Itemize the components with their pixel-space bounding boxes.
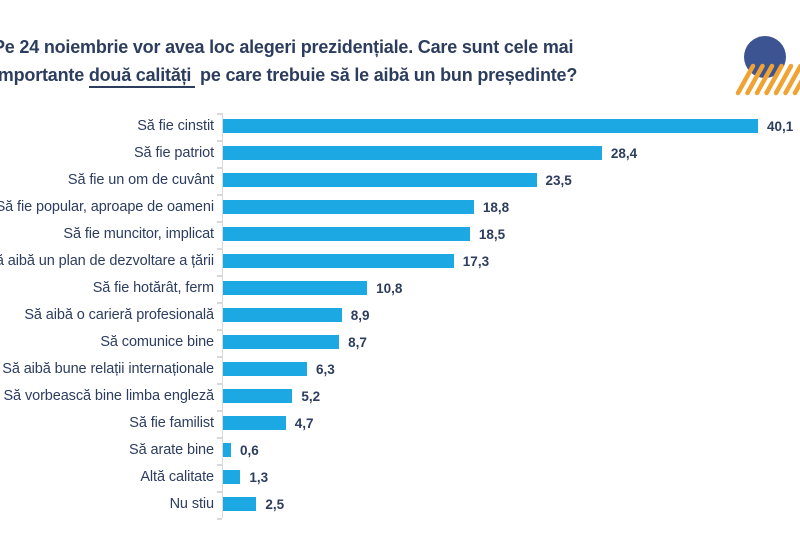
bar (223, 362, 308, 376)
bar (223, 281, 368, 295)
value-label: 18,8 (482, 200, 510, 215)
bar (223, 443, 231, 457)
chart-row: Să fie muncitor, implicat 18,5 (0, 221, 800, 248)
value-label: 4,7 (294, 416, 314, 431)
category-label: Să vorbească bine limba engleză (3, 388, 214, 404)
axis-tick (217, 113, 222, 115)
axis-tick (217, 140, 222, 142)
axis-tick (217, 491, 222, 493)
axis-tick (217, 302, 222, 304)
value-label: 1,3 (249, 470, 269, 485)
axis-tick (217, 464, 222, 466)
bar (223, 416, 286, 430)
chart-row: Să aibă un plan de dezvoltare a țării 17,… (0, 248, 800, 275)
axis-tick (217, 410, 222, 412)
axis-tick (217, 329, 222, 331)
category-label: Să fie patriot (133, 145, 214, 161)
category-label: Să aibă o carieră profesională (24, 307, 214, 323)
category-label: Să arate bine (129, 442, 214, 458)
bar (223, 254, 454, 268)
logo-circle-stripes-icon (735, 36, 800, 96)
chart-row: Să vorbească bine limba engleză 5,2 (0, 383, 800, 410)
value-label: 8,7 (348, 335, 367, 350)
category-label: Să fie muncitor, implicat (63, 226, 214, 242)
category-label: Să fie hotărât, ferm (92, 280, 214, 296)
title-line-2-post: pe care trebuie să le aibă un bun președ… (195, 65, 578, 85)
category-label: Să fie popular, aproape de oameni (0, 199, 214, 215)
chart-row: Nu stiu 2,5 (0, 491, 800, 518)
chart-row: Să fie patriot 28,4 (0, 140, 800, 167)
category-label: Nu stiu (169, 496, 215, 512)
category-label: Să aibă bune relații internaționale (2, 361, 214, 377)
value-label: 5,2 (301, 389, 321, 404)
bar (223, 308, 342, 322)
bar (223, 497, 257, 511)
chart-row: Să fie hotărât, ferm 10,8 (0, 275, 800, 302)
chart-row: Să fie cinstit 40,1 (0, 113, 800, 140)
value-label: 8,9 (350, 308, 370, 323)
chart-row: Să fie familist 4,7 (0, 410, 800, 437)
chart-row: Să arate bine 0,6 (0, 437, 800, 464)
category-label: Să comunice bine (100, 334, 214, 350)
chart-row: Să comunice bine 8,7 (0, 329, 800, 356)
bar (223, 335, 340, 349)
value-label: 6,3 (316, 362, 335, 377)
category-label: Să fie cinstit (137, 118, 214, 134)
category-label: Altă calitate (140, 469, 214, 485)
axis-tick (217, 356, 222, 358)
logo (733, 26, 800, 100)
category-axis-line (222, 113, 223, 518)
axis-tick (217, 275, 222, 277)
bar (223, 173, 537, 187)
category-label: Să fie un om de cuvânt (67, 172, 214, 188)
bar (223, 470, 241, 484)
category-label: Să fie familist (129, 415, 214, 431)
bar (223, 119, 758, 133)
value-label: 40,1 (767, 119, 794, 134)
bar-chart: Să fie cinstit 40,1 Să fie patriot 28,4 Să f… (0, 113, 800, 520)
bar (223, 200, 474, 214)
chart-title: Pe 24 noiembrie vor avea loc alegeri pre… (0, 33, 673, 89)
axis-tick (217, 167, 222, 169)
title-line-1: Pe 24 noiembrie vor avea loc alegeri pre… (0, 37, 574, 57)
value-label: 23,5 (545, 173, 572, 188)
bar (223, 227, 470, 241)
title-line-2-pre: importante (0, 65, 89, 85)
bar (223, 146, 602, 160)
value-label: 0,6 (240, 443, 259, 458)
chart-row: Să fie popular, aproape de oameni 18,8 (0, 194, 800, 221)
chart-row: Să fie un om de cuvânt 23,5 (0, 167, 800, 194)
title-line-2: importante două calități pe care trebuie… (0, 61, 673, 89)
axis-tick (217, 221, 222, 223)
axis-tick (217, 248, 222, 250)
category-label: Să aibă un plan de dezvoltare a țării (0, 253, 214, 269)
chart-row: Să aibă o carieră profesională 8,9 (0, 302, 800, 329)
title-underlined-phrase: două calități (88, 65, 196, 88)
value-label: 2,5 (265, 497, 285, 512)
axis-tick (217, 383, 222, 385)
bar (223, 389, 293, 403)
axis-tick (217, 518, 222, 520)
value-label: 18,5 (478, 227, 506, 242)
value-label: 17,3 (462, 254, 490, 269)
chart-row: Altă calitate 1,3 (0, 464, 800, 491)
axis-tick (217, 437, 222, 439)
value-label: 10,8 (376, 281, 403, 296)
chart-row: Să aibă bune relații internaționale 6,3 (0, 356, 800, 383)
value-label: 28,4 (610, 146, 638, 161)
axis-tick (217, 194, 222, 196)
